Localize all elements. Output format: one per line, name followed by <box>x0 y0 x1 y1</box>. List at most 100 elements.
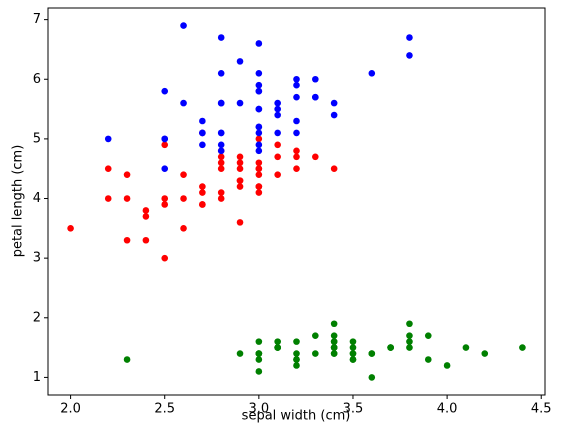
x-tick-label: 2.0 <box>60 402 81 417</box>
y-tick-label: 5 <box>33 131 41 146</box>
point <box>312 332 319 339</box>
x-tick-label: 3.0 <box>249 402 270 417</box>
point <box>293 81 300 89</box>
y-tick-label: 1 <box>33 370 41 385</box>
point <box>161 165 169 173</box>
point <box>255 123 263 131</box>
point <box>274 111 281 119</box>
point <box>368 374 376 381</box>
point <box>180 171 187 178</box>
point <box>255 165 263 173</box>
point <box>274 338 281 345</box>
point <box>199 201 206 208</box>
point <box>406 320 413 328</box>
point <box>199 141 206 149</box>
y-tick-label: 4 <box>33 191 41 206</box>
point <box>217 69 225 77</box>
point <box>312 153 319 161</box>
y-tick-label: 2 <box>33 310 41 325</box>
point <box>519 344 526 351</box>
point <box>349 344 357 351</box>
point <box>255 189 263 196</box>
point <box>255 135 263 143</box>
point <box>123 356 131 363</box>
point <box>161 201 169 208</box>
point <box>236 58 244 65</box>
point <box>330 344 338 351</box>
point <box>255 183 263 190</box>
point <box>330 99 338 107</box>
point <box>236 159 244 167</box>
x-tick-label: 4.5 <box>531 402 552 417</box>
point <box>161 195 169 202</box>
point <box>180 99 187 107</box>
point <box>424 332 432 339</box>
point <box>274 99 281 107</box>
point <box>293 129 300 137</box>
point <box>349 350 357 357</box>
point <box>406 332 413 339</box>
point <box>104 165 112 173</box>
point <box>104 135 112 143</box>
point <box>293 147 300 155</box>
point <box>274 344 281 351</box>
point <box>349 356 357 363</box>
point <box>330 350 338 357</box>
point <box>217 153 225 161</box>
point <box>293 165 300 173</box>
point <box>255 40 263 47</box>
point <box>236 177 244 184</box>
point <box>330 332 338 339</box>
point <box>462 344 470 351</box>
point <box>406 338 413 345</box>
point <box>217 159 225 167</box>
point <box>293 153 300 161</box>
point <box>217 147 225 155</box>
point <box>255 356 263 363</box>
point <box>199 117 206 125</box>
x-tick-label: 4.0 <box>437 402 458 417</box>
point <box>406 344 413 351</box>
point <box>142 207 150 214</box>
point <box>255 87 263 95</box>
point <box>255 105 263 113</box>
point <box>180 22 187 29</box>
point <box>274 141 281 149</box>
point <box>255 171 263 178</box>
point <box>293 93 300 101</box>
point <box>236 165 244 173</box>
point <box>161 87 169 95</box>
point <box>199 129 206 137</box>
point <box>255 69 263 77</box>
point <box>217 189 225 196</box>
point <box>481 350 489 357</box>
y-axis-label: petal length (cm) <box>11 145 26 258</box>
point <box>387 344 394 351</box>
plot-frame <box>47 7 546 396</box>
point <box>443 362 451 369</box>
point <box>217 34 225 41</box>
point <box>255 147 263 155</box>
point <box>217 129 225 137</box>
point <box>424 356 432 363</box>
point <box>312 93 319 101</box>
point <box>330 320 338 328</box>
point <box>293 356 300 363</box>
point <box>180 195 187 202</box>
point <box>368 69 376 77</box>
point <box>161 254 169 262</box>
point <box>274 129 281 137</box>
point <box>406 52 413 59</box>
y-tick-label: 3 <box>33 251 41 266</box>
point <box>312 75 319 83</box>
point <box>217 165 225 173</box>
point <box>312 350 319 357</box>
point <box>123 236 131 244</box>
point <box>255 350 263 357</box>
point <box>255 159 263 167</box>
point <box>161 141 169 149</box>
point <box>255 81 263 89</box>
point <box>255 338 263 345</box>
point <box>123 195 131 202</box>
